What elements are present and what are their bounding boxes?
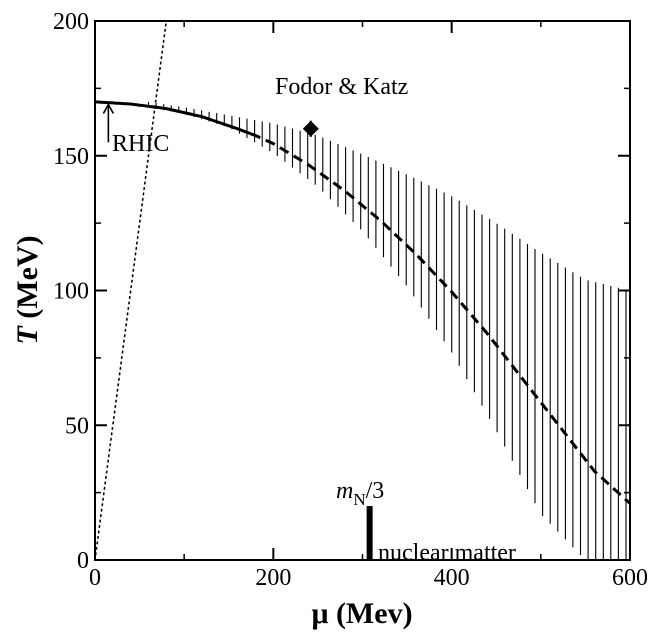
fodor-katz-diamond [302,120,319,137]
x-axis-title: μ (Mev) [311,597,412,630]
y-tick-label-1: 50 [65,413,89,439]
fodor-katz-marker [302,120,319,137]
y-axis-ticks: 0 50 100 150 200 [53,9,630,574]
y-tick-label-4: 200 [53,9,89,35]
dotted-line [94,20,168,561]
fodor-katz-label: Fodor & Katz [275,74,408,100]
rhic-arrow-icon [102,102,115,143]
nuclear-matter-bar [366,506,373,560]
y-tick-label-2: 100 [53,279,89,305]
y-tick-label-3: 150 [53,144,89,170]
y-tick-label-0: 0 [77,548,89,574]
x-axis-ticks: 0 200 400 600 [89,21,648,591]
rhic-label: RHIC [112,131,169,157]
y-axis-title: T (MeV) [11,235,44,344]
nucleon-mass-label: mN/3 [336,478,384,509]
uncertainty-band [147,101,627,560]
x-tick-label-2: 400 [434,565,470,591]
x-tick-label-0: 0 [89,565,101,591]
x-tick-label-3: 600 [612,565,648,591]
x-tick-label-1: 200 [255,565,291,591]
transition-line-solid [94,100,252,136]
nuclear-matter-label: nuclear matter [378,540,516,566]
transition-line-dashed [250,132,632,505]
